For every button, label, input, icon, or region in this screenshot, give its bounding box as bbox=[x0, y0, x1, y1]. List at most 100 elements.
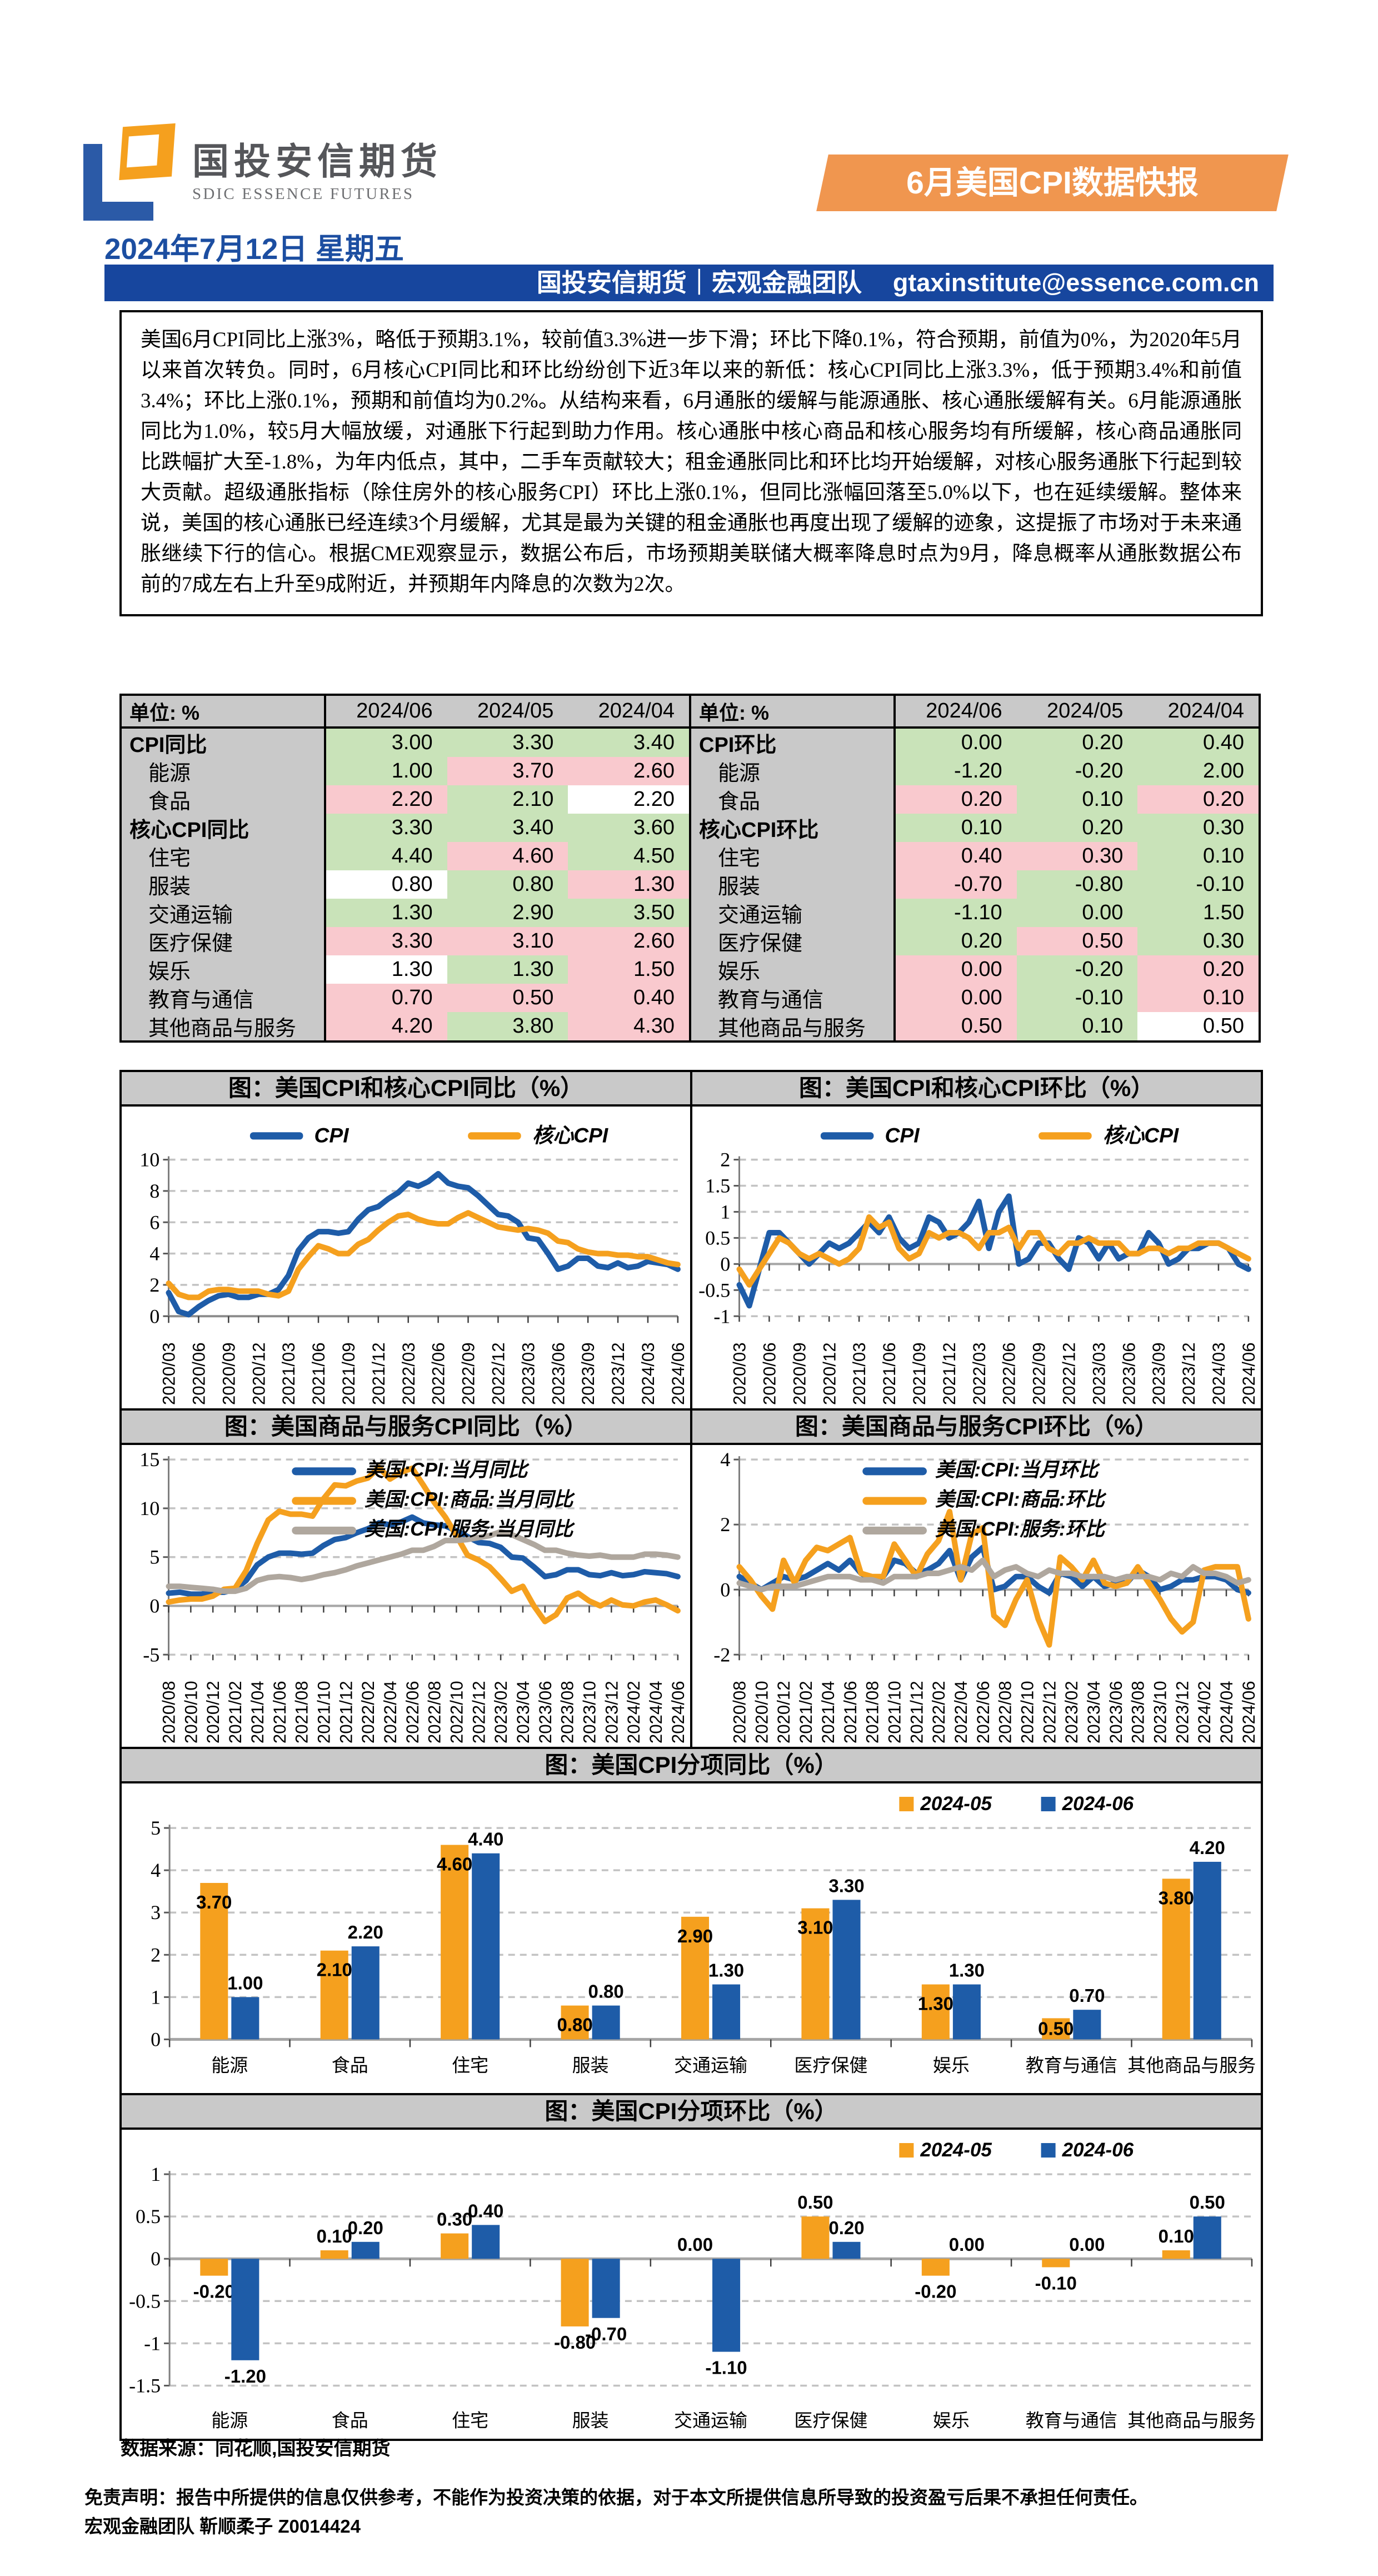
column-header: 2024/06 bbox=[326, 696, 447, 726]
svg-text:2021/06: 2021/06 bbox=[841, 1681, 860, 1744]
svg-text:-1.10: -1.10 bbox=[705, 2357, 747, 2378]
row-label: 核心CPI同比 bbox=[122, 814, 326, 842]
table-cell: 1.50 bbox=[1137, 899, 1259, 927]
svg-text:2022/02: 2022/02 bbox=[358, 1681, 378, 1744]
svg-text:2021/09: 2021/09 bbox=[910, 1342, 929, 1405]
svg-text:教育与通信: 教育与通信 bbox=[1026, 2410, 1117, 2430]
svg-text:2021/06: 2021/06 bbox=[270, 1681, 289, 1744]
line-chart-svg: 0 2 4 6 8 10 2020/03 2020/06 2020/09 2020/12 2021/… bbox=[122, 1107, 690, 1409]
table-row: CPI同比 3.00 3.30 3.40 bbox=[122, 729, 690, 757]
svg-text:美国:CPI:商品:当月同比: 美国:CPI:商品:当月同比 bbox=[365, 1489, 575, 1511]
svg-text:2021/12: 2021/12 bbox=[940, 1342, 959, 1405]
svg-text:CPI: CPI bbox=[314, 1123, 350, 1147]
svg-text:0.00: 0.00 bbox=[1069, 2234, 1105, 2255]
table-cell: 4.60 bbox=[447, 842, 568, 870]
table-header-row: 单位: % 2024/06 2024/05 2024/04 bbox=[691, 696, 1259, 729]
svg-text:2021/06: 2021/06 bbox=[880, 1342, 899, 1405]
table-row: 其他商品与服务 0.50 0.10 0.50 bbox=[691, 1012, 1259, 1040]
row-label: 服装 bbox=[122, 870, 326, 899]
svg-text:0.40: 0.40 bbox=[468, 2200, 503, 2221]
svg-text:2024/04: 2024/04 bbox=[646, 1681, 666, 1744]
svg-text:2020/12: 2020/12 bbox=[203, 1681, 223, 1744]
svg-text:2021/04: 2021/04 bbox=[248, 1681, 267, 1744]
svg-text:2023/12: 2023/12 bbox=[1179, 1342, 1199, 1405]
svg-text:4.40: 4.40 bbox=[468, 1829, 503, 1850]
svg-text:2021/03: 2021/03 bbox=[279, 1342, 298, 1405]
logo-blue-shape bbox=[83, 144, 153, 221]
table-cell: 4.40 bbox=[326, 842, 447, 870]
svg-text:0.5: 0.5 bbox=[136, 2205, 161, 2228]
line-chart-svg: -1 -0.5 0 0.5 1 1.5 2 2020/03 2020/06 2020/09 2020… bbox=[692, 1107, 1261, 1409]
svg-text:2022/06: 2022/06 bbox=[429, 1342, 448, 1405]
svg-text:2023/12: 2023/12 bbox=[1172, 1681, 1192, 1744]
svg-text:-5: -5 bbox=[143, 1643, 159, 1666]
svg-text:娱乐: 娱乐 bbox=[933, 2410, 970, 2430]
svg-text:3.30: 3.30 bbox=[828, 1876, 864, 1896]
svg-text:-0.20: -0.20 bbox=[915, 2281, 956, 2302]
svg-text:能源: 能源 bbox=[211, 2410, 248, 2430]
svg-text:2020/12: 2020/12 bbox=[249, 1342, 268, 1405]
svg-text:美国:CPI:当月同比: 美国:CPI:当月同比 bbox=[365, 1459, 530, 1481]
svg-text:2: 2 bbox=[720, 1513, 730, 1536]
svg-text:0.30: 0.30 bbox=[437, 2209, 472, 2229]
table-cell: -0.70 bbox=[896, 870, 1017, 899]
svg-text:-0.5: -0.5 bbox=[698, 1279, 730, 1301]
unit-label: 单位: % bbox=[691, 696, 896, 726]
svg-text:5: 5 bbox=[149, 1546, 159, 1568]
svg-text:2: 2 bbox=[151, 1944, 161, 1966]
svg-text:-0.10: -0.10 bbox=[1035, 2273, 1077, 2293]
table-row: 医疗保健 0.20 0.50 0.30 bbox=[691, 927, 1259, 955]
cpi-tables: 单位: % 2024/06 2024/05 2024/04 CPI同比 3.00 3.30 3… bbox=[119, 694, 1263, 1043]
disclaimer: 免责声明：报告中所提供的信息仅供参考，不能作为投资决策的依据，对于本文所提供信息… bbox=[84, 2483, 1324, 2541]
svg-text:-0.5: -0.5 bbox=[129, 2290, 161, 2312]
row-label: 食品 bbox=[122, 785, 326, 814]
team-bar: 国投安信期货｜宏观金融团队 gtaxinstitute@essence.com.… bbox=[104, 265, 1274, 301]
column-header: 2024/05 bbox=[447, 696, 568, 726]
row-label: 核心CPI环比 bbox=[691, 814, 896, 842]
svg-text:1.5: 1.5 bbox=[705, 1175, 730, 1197]
svg-text:交通运输: 交通运输 bbox=[674, 2055, 747, 2076]
table-cell: 1.50 bbox=[568, 955, 690, 984]
row-label: 教育与通信 bbox=[691, 984, 896, 1012]
table-cell: 3.50 bbox=[568, 899, 690, 927]
row-label: 娱乐 bbox=[122, 955, 326, 984]
column-header: 2024/04 bbox=[1137, 696, 1259, 726]
table-cell: 0.50 bbox=[447, 984, 568, 1012]
svg-text:2023/09: 2023/09 bbox=[578, 1342, 598, 1405]
table-cell: 2.00 bbox=[1137, 757, 1259, 785]
svg-text:2022/09: 2022/09 bbox=[459, 1342, 478, 1405]
svg-text:-0.70: -0.70 bbox=[585, 2324, 627, 2344]
svg-text:2023/09: 2023/09 bbox=[1149, 1342, 1169, 1405]
svg-text:1: 1 bbox=[151, 2163, 161, 2185]
logo-orange-shape bbox=[119, 123, 176, 181]
table-cell: -1.10 bbox=[896, 899, 1017, 927]
svg-text:2022/12: 2022/12 bbox=[1040, 1681, 1059, 1744]
svg-text:2.20: 2.20 bbox=[348, 1922, 383, 1942]
svg-text:2023/02: 2023/02 bbox=[1062, 1681, 1081, 1744]
svg-text:娱乐: 娱乐 bbox=[933, 2055, 970, 2076]
table-cell: 0.30 bbox=[1016, 842, 1138, 870]
row-label: 住宅 bbox=[691, 842, 896, 870]
svg-text:2.10: 2.10 bbox=[317, 1960, 352, 1980]
svg-text:2023/10: 2023/10 bbox=[1151, 1681, 1170, 1744]
table-cell: 3.40 bbox=[447, 814, 568, 842]
svg-text:2020/12: 2020/12 bbox=[774, 1681, 793, 1744]
table-row: 服装 0.80 0.80 1.30 bbox=[122, 870, 690, 899]
svg-text:2023/03: 2023/03 bbox=[1089, 1342, 1109, 1405]
svg-text:2022/10: 2022/10 bbox=[447, 1681, 467, 1744]
table-cell: 3.30 bbox=[447, 729, 568, 757]
table-cell: 2.20 bbox=[568, 785, 690, 814]
svg-text:2020/06: 2020/06 bbox=[760, 1342, 779, 1405]
svg-text:0.50: 0.50 bbox=[1190, 2192, 1225, 2213]
table-cell: 3.40 bbox=[568, 729, 690, 757]
row-label: CPI同比 bbox=[122, 729, 326, 757]
svg-text:其他商品与服务: 其他商品与服务 bbox=[1127, 2055, 1256, 2076]
svg-text:1.30: 1.30 bbox=[949, 1960, 985, 1981]
svg-text:0.80: 0.80 bbox=[588, 1981, 623, 2002]
table-cell: 0.20 bbox=[1137, 955, 1259, 984]
table-cell: 4.20 bbox=[326, 1012, 447, 1040]
bar-chart-svg: 0 1 2 3 4 5 3.70 2.10 4.60 0.80 2.90 3.10 1.30 0.50 3.… bbox=[122, 1783, 1261, 2093]
table-cell: 3.60 bbox=[568, 814, 690, 842]
table-cell: 3.30 bbox=[326, 814, 447, 842]
svg-text:CPI: CPI bbox=[885, 1123, 920, 1147]
